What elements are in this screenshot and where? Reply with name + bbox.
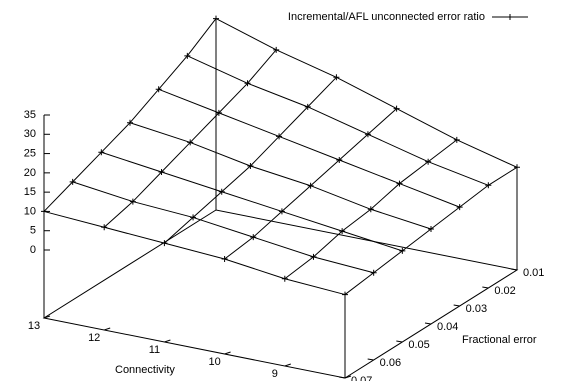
y-tick-label: 0.06 [380, 357, 401, 369]
y-tick [453, 304, 460, 307]
surface-point [247, 163, 254, 169]
y-tick-label: 0.07 [351, 375, 372, 381]
surface-point [278, 208, 285, 215]
legend-marker [507, 14, 513, 20]
z-tick-label: 10 [24, 205, 36, 217]
x-tick-label: 8 [332, 380, 338, 381]
y-tick [510, 268, 518, 271]
surface-point [453, 136, 460, 143]
y-tick-label: 0.04 [437, 321, 458, 333]
surface-point [215, 109, 222, 116]
surface-point [101, 224, 108, 231]
surface-point [155, 86, 162, 93]
surface-point [514, 164, 520, 171]
surface-column [43, 210, 346, 296]
y-tick-label: 0.02 [494, 285, 515, 297]
z-tick-label: 0 [30, 244, 36, 256]
surface-point [485, 182, 492, 189]
x-tick-label: 12 [88, 332, 100, 344]
surface-point [218, 188, 225, 195]
y-tick [338, 376, 346, 379]
z-tick-label: 25 [24, 147, 36, 159]
x-tick [344, 375, 352, 379]
surface-point [184, 52, 191, 59]
surface-point [187, 139, 194, 146]
z-tick-label: 20 [24, 167, 36, 179]
surface-point [393, 105, 400, 112]
x-tick [164, 339, 171, 343]
surface-point [213, 15, 219, 22]
surface-point [342, 291, 348, 298]
surface-point [98, 149, 105, 156]
surface-point [304, 103, 311, 110]
y-tick-label: 0.05 [408, 339, 429, 351]
z-tick-label: 15 [24, 186, 36, 198]
y-tick [424, 322, 432, 325]
surface-point [307, 182, 314, 189]
surface-point [367, 206, 374, 213]
surface-point [161, 240, 168, 247]
z-tick-label: 5 [30, 225, 36, 237]
y-tick [396, 340, 403, 343]
y-tick [367, 358, 374, 361]
surface-point [310, 253, 317, 260]
surface-point [244, 80, 251, 87]
surface-point [333, 74, 340, 81]
surface-point [221, 256, 228, 262]
surface-column [129, 122, 432, 230]
surface-point [250, 234, 257, 241]
x-tick-label: 13 [28, 320, 40, 332]
floor-box [42, 209, 519, 379]
surface-column [215, 18, 518, 168]
surface-point [399, 247, 406, 254]
surface-point [336, 157, 343, 163]
surface-point [129, 198, 136, 205]
surface-row [43, 18, 217, 212]
surface-point [364, 131, 371, 138]
surface-point [281, 275, 288, 282]
surface-point [396, 180, 403, 187]
surface-point [158, 169, 165, 175]
surface-point [425, 158, 432, 165]
z-tick-label: 30 [24, 128, 36, 140]
surface-point [456, 204, 463, 211]
surface-point [273, 46, 280, 53]
surface-point [41, 208, 47, 215]
x-tick [43, 315, 51, 319]
x-tick-label: 10 [208, 356, 220, 368]
surface-point [276, 133, 283, 140]
surface-point [370, 269, 377, 276]
y-tick-label: 0.03 [466, 303, 487, 315]
y-tick-label: 0.01 [523, 267, 544, 279]
x-tick [284, 363, 291, 367]
surface-point [339, 228, 346, 235]
x-axis-label: Connectivity [115, 364, 175, 376]
legend-label: Incremental/AFL unconnected error ratio [288, 11, 485, 23]
surface-point [69, 178, 76, 185]
surface-column [72, 181, 374, 274]
x-tick-label: 9 [272, 368, 278, 380]
surface-point [127, 119, 133, 126]
y-axis-label: Fractional error [462, 334, 537, 346]
y-tick [482, 286, 489, 289]
x-tick [104, 327, 111, 331]
surface-column [101, 151, 403, 252]
surface-point [190, 214, 197, 221]
x-tick [224, 351, 231, 355]
surface-point [428, 226, 434, 232]
x-tick-label: 11 [149, 344, 160, 356]
z-tick-label: 35 [24, 109, 36, 121]
surface-column [187, 55, 489, 186]
surface-column [158, 88, 460, 208]
